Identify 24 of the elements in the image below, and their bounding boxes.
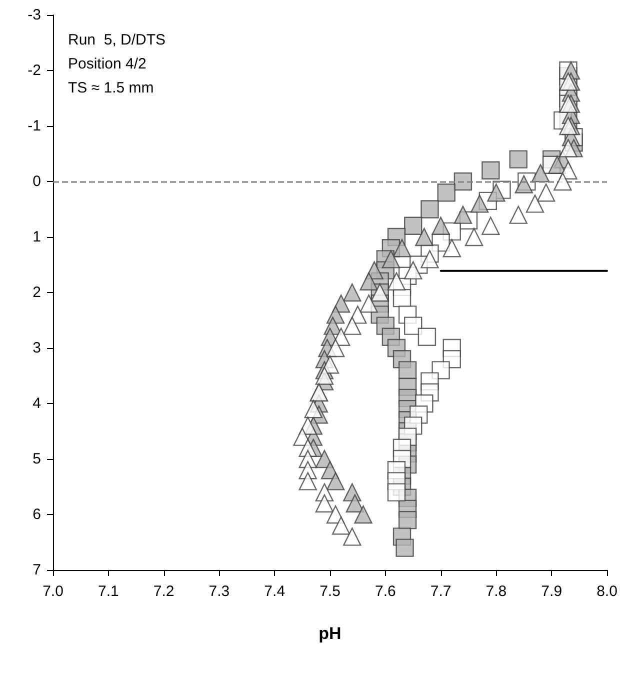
x-tick-label: 8.0 [596, 583, 618, 600]
x-tick-label: 7.8 [486, 583, 507, 600]
x-tick-label: 7.3 [208, 583, 230, 600]
y-tick-label: 3 [32, 340, 41, 356]
x-tick-label: 7.7 [430, 583, 452, 600]
y-tick-label: 1 [32, 228, 41, 246]
y-tick-label: 0 [32, 173, 41, 190]
y-tick-label: -3 [28, 6, 41, 24]
x-tick-label: 7.9 [541, 583, 562, 600]
y-tick-label: -1 [28, 118, 41, 134]
x-tick-label: 7.6 [374, 583, 396, 600]
annotation: Run 5, D/DTS Position 4/2 TS ≈ 1.5 mm [68, 32, 166, 96]
y-tick-label: 4 [32, 395, 41, 412]
x-tick-label: 7.4 [264, 583, 286, 600]
x-tick-label: 7.1 [98, 583, 119, 600]
x-tick-label: 7.5 [320, 583, 340, 600]
x-tick-label: 7.0 [42, 583, 64, 600]
y-tick-label: 7 [32, 562, 41, 578]
y-tick-label: 6 [32, 506, 41, 523]
y-tick-label: 5 [32, 450, 41, 468]
y-tick-label: 2 [32, 284, 41, 301]
x-tick-label: 7.2 [153, 583, 174, 600]
y-tick-label: -2 [28, 62, 41, 79]
x-axis-title: pH [318, 624, 342, 643]
